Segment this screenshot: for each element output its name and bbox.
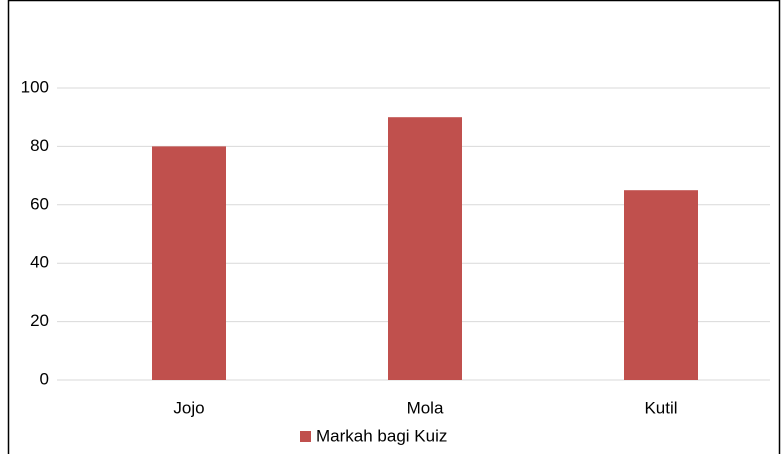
y-tick-label: 60: [30, 194, 49, 213]
y-tick-label: 20: [30, 311, 49, 330]
bar: [624, 190, 698, 380]
y-tick-label: 40: [30, 253, 49, 272]
x-tick-label: Jojo: [173, 398, 204, 417]
y-tick-label: 80: [30, 136, 49, 155]
x-tick-label: Mola: [407, 398, 444, 417]
legend-label: Markah bagi Kuiz: [316, 426, 447, 445]
bar: [152, 146, 226, 380]
x-tick-label: Kutil: [644, 398, 677, 417]
legend-swatch: [300, 431, 311, 442]
y-tick-label: 0: [40, 369, 49, 388]
bar: [388, 117, 462, 380]
y-tick-label: 100: [21, 77, 49, 96]
